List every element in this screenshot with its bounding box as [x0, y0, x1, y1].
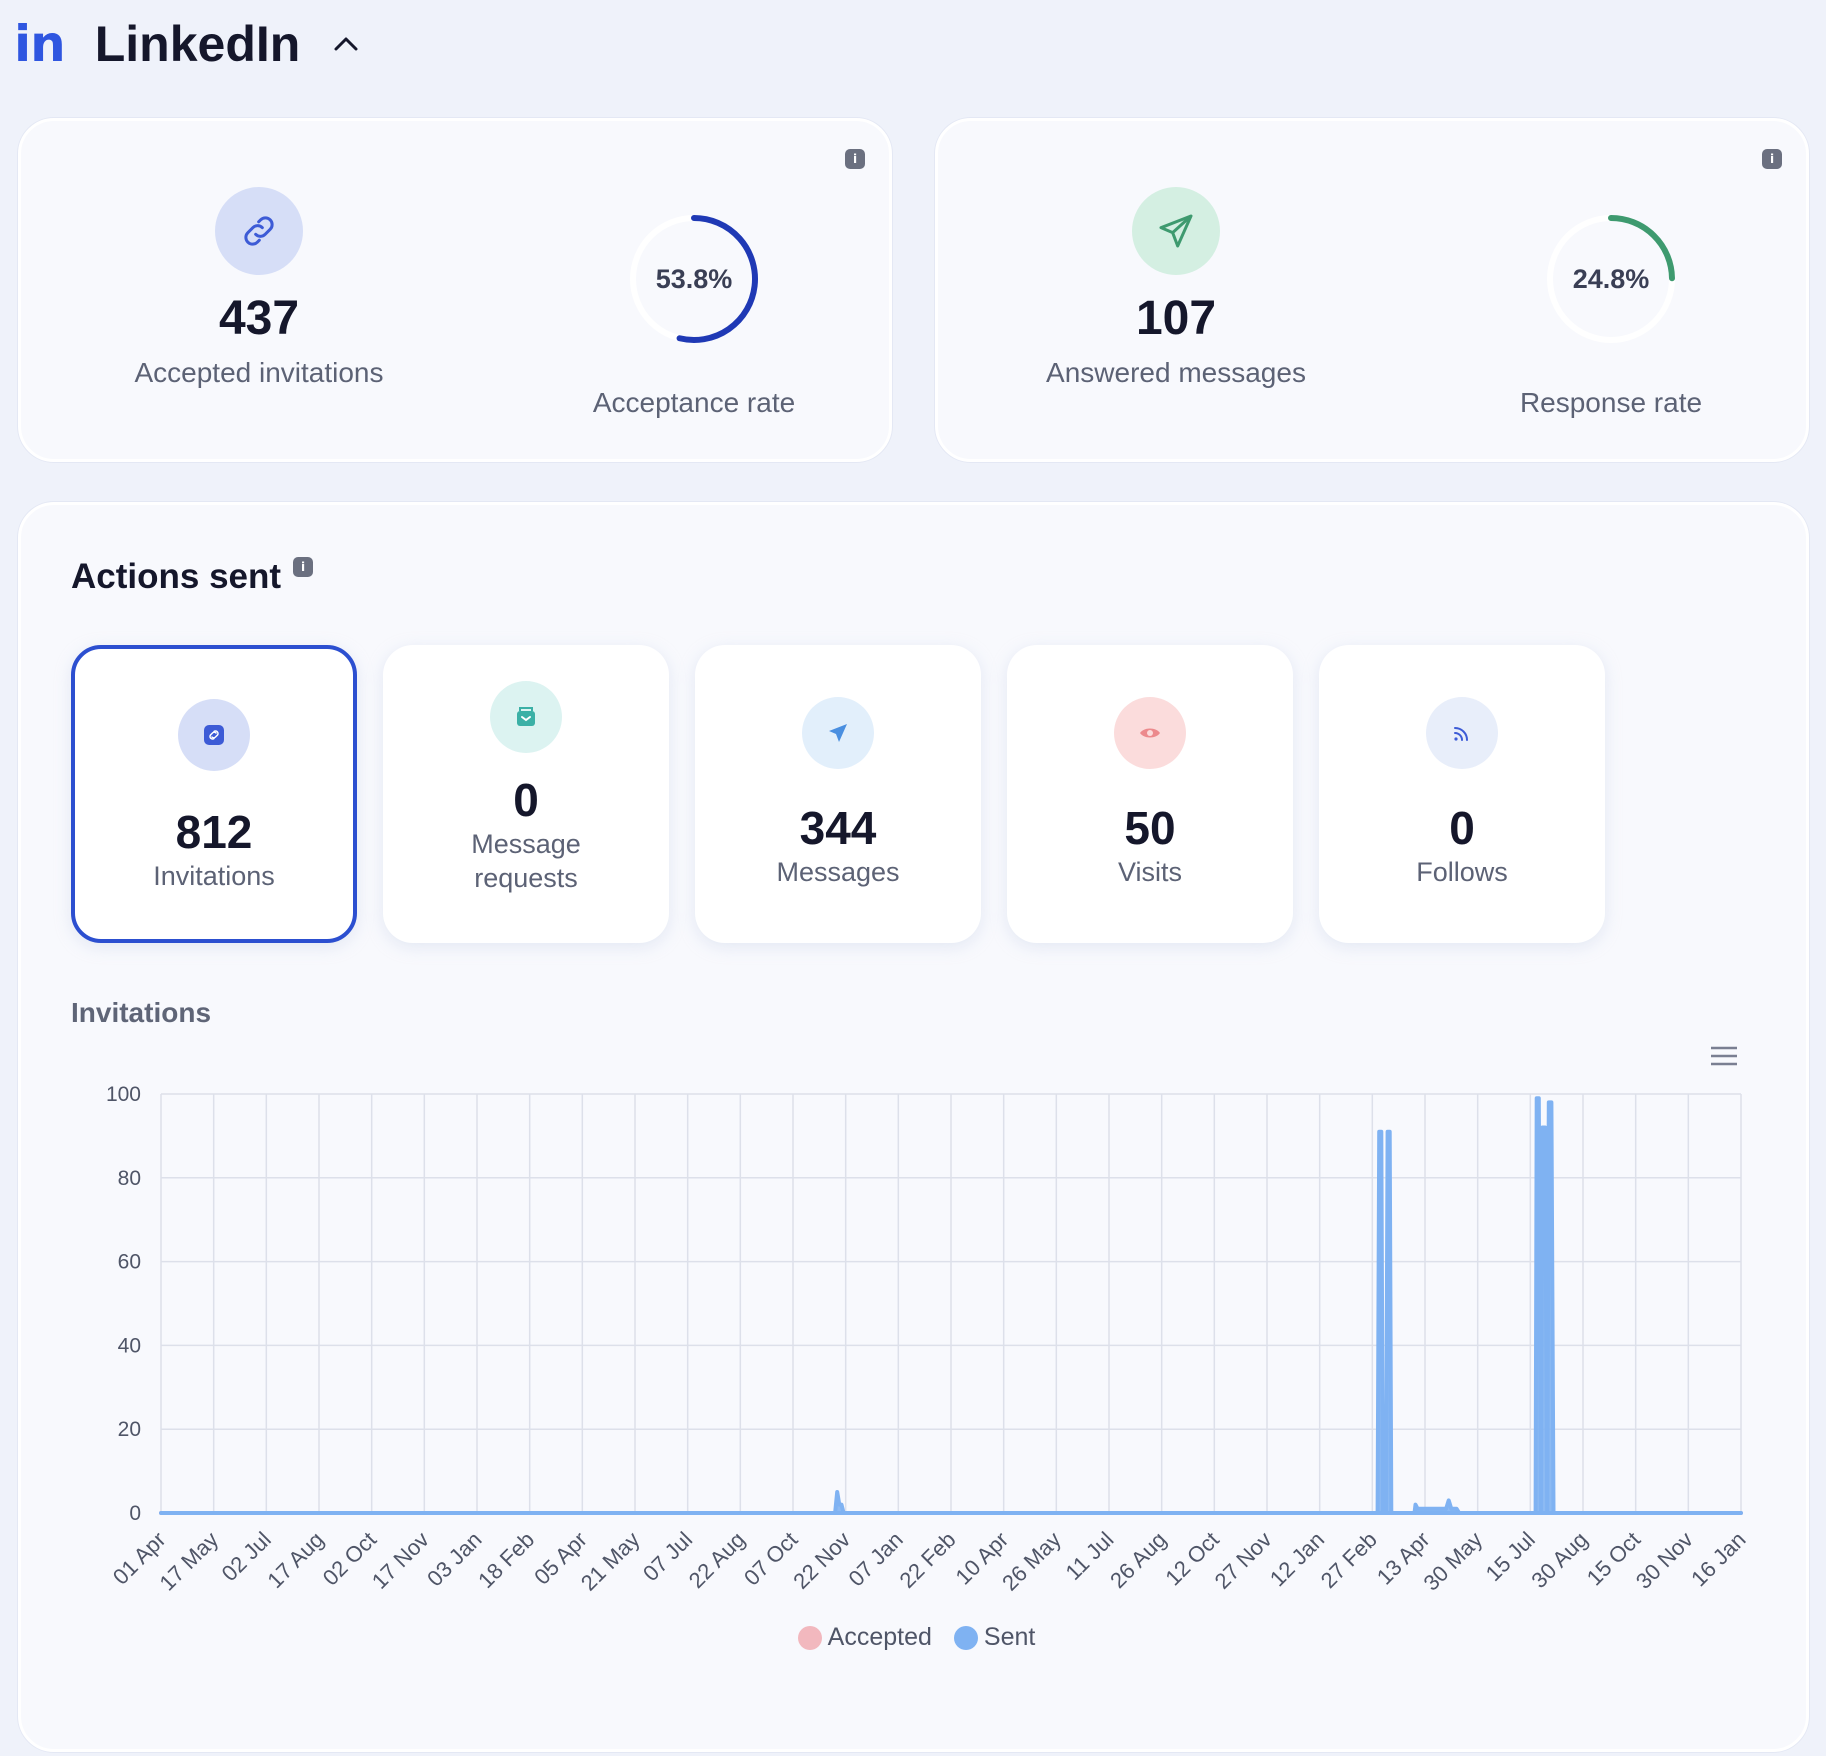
linkedin-logo: in	[14, 15, 66, 73]
x-tick-label: 16 Jan	[1686, 1527, 1750, 1591]
chart-title: Invitations	[71, 997, 212, 1028]
y-tick-label: 20	[118, 1418, 141, 1441]
info-icon[interactable]: i	[1762, 149, 1782, 169]
legend-marker-sent	[953, 1625, 978, 1650]
tile-invitations[interactable]: 812 Invitations	[71, 645, 357, 943]
tile-message-requests-label-line1: Message	[471, 829, 581, 859]
chevron-up-icon	[334, 37, 358, 51]
legend-item-sent[interactable]: Sent	[953, 1623, 1036, 1652]
x-tick-label: 17 Aug	[262, 1527, 328, 1593]
tile-visits-value: 50	[1124, 802, 1176, 854]
hamburger-icon	[1711, 1046, 1737, 1066]
answered-messages-value: 107	[1135, 292, 1217, 345]
response-rate-label: Response rate	[1519, 387, 1703, 418]
answered-messages-metric: 107 Answered messages	[1006, 187, 1346, 389]
tile-follows[interactable]: 0 Follows	[1319, 645, 1605, 943]
tile-invitations-value: 812	[175, 806, 253, 858]
acceptance-rate-label: Acceptance rate	[592, 387, 796, 418]
link-icon	[215, 187, 303, 275]
tile-messages-label: Messages	[776, 857, 900, 887]
x-tick-label: 22 Aug	[684, 1527, 750, 1593]
accepted-invitations-value: 437	[218, 292, 300, 345]
page-header: in LinkedIn	[14, 14, 362, 74]
invitations-summary-card: i 437 Accepted invitations 53.8% Accepta…	[18, 118, 892, 462]
acceptance-rate-value: 53.8%	[655, 263, 733, 294]
tile-visits[interactable]: 50 Visits	[1007, 645, 1293, 943]
tile-message-requests[interactable]: 0 Message requests	[383, 645, 669, 943]
x-tick-label: 30 May	[1419, 1527, 1488, 1596]
accepted-invitations-metric: 437 Accepted invitations	[89, 187, 429, 389]
x-tick-label: 21 May	[576, 1527, 645, 1596]
accepted-invitations-label: Accepted invitations	[134, 357, 384, 388]
messages-summary-card: i 107 Answered messages 24.8% Response r…	[935, 118, 1809, 462]
y-tick-label: 100	[106, 1083, 141, 1106]
y-tick-label: 0	[129, 1502, 141, 1525]
answered-messages-label: Answered messages	[1046, 357, 1306, 388]
tile-message-requests-value: 0	[513, 774, 539, 826]
eye-icon	[1114, 697, 1186, 769]
x-tick-label: 03 Jan	[422, 1527, 486, 1591]
x-tick-label: 26 Aug	[1105, 1527, 1171, 1593]
legend-marker-accepted	[797, 1625, 822, 1650]
x-tick-label: 18 Feb	[473, 1527, 539, 1593]
x-tick-label: 17 Nov	[367, 1527, 434, 1594]
legend-label-sent: Sent	[983, 1623, 1036, 1651]
tile-messages-value: 344	[799, 802, 877, 854]
inbox-icon	[490, 681, 562, 753]
tile-follows-value: 0	[1449, 802, 1475, 854]
send-icon	[1132, 187, 1220, 275]
info-icon[interactable]: i	[845, 149, 865, 169]
tile-visits-label: Visits	[1117, 857, 1183, 887]
page-title: LinkedIn	[94, 16, 301, 72]
send-icon	[802, 697, 874, 769]
y-tick-label: 40	[118, 1334, 141, 1357]
x-tick-label: 07 Jan	[843, 1527, 907, 1591]
x-tick-label: 30 Nov	[1631, 1527, 1698, 1594]
tile-messages[interactable]: 344 Messages	[695, 645, 981, 943]
x-tick-label: 27 Nov	[1210, 1527, 1277, 1594]
collapse-button[interactable]	[330, 28, 362, 60]
acceptance-rate-ring	[630, 215, 758, 343]
acceptance-rate-arc	[676, 215, 758, 343]
x-tick-label: 27 Feb	[1316, 1527, 1382, 1593]
legend-label-accepted: Accepted	[827, 1623, 932, 1651]
response-rate-gauge: 24.8% Response rate	[1441, 211, 1781, 419]
response-rate-ring	[1547, 215, 1675, 343]
acceptance-rate-gauge: 53.8% Acceptance rate	[524, 211, 864, 419]
tile-invitations-label: Invitations	[153, 861, 275, 891]
y-tick-label: 80	[118, 1167, 141, 1190]
y-tick-label: 60	[118, 1251, 141, 1274]
series-area-sent	[159, 1096, 1743, 1515]
rss-icon	[1426, 697, 1498, 769]
actions-sent-title: Actions sent	[71, 557, 282, 596]
chart-menu-button[interactable]	[1707, 1043, 1741, 1069]
tile-message-requests-label-line2: requests	[474, 863, 578, 893]
response-rate-arc	[1608, 215, 1675, 282]
x-tick-label: 22 Nov	[788, 1527, 855, 1594]
link-icon	[178, 699, 250, 771]
tile-follows-label: Follows	[1416, 857, 1508, 887]
x-tick-label: 30 Aug	[1526, 1527, 1592, 1593]
x-tick-label: 17 May	[155, 1527, 224, 1596]
x-tick-label: 12 Jan	[1265, 1527, 1329, 1591]
chart-legend: Accepted Sent	[21, 1623, 1812, 1652]
x-tick-label: 26 May	[997, 1527, 1066, 1596]
x-tick-label: 22 Feb	[894, 1527, 960, 1593]
legend-item-accepted[interactable]: Accepted	[797, 1623, 932, 1652]
info-icon[interactable]: i	[293, 557, 313, 577]
response-rate-value: 24.8%	[1572, 263, 1650, 294]
actions-sent-card: Actions sent i 812 Invitations 0 Message…	[18, 502, 1809, 1752]
